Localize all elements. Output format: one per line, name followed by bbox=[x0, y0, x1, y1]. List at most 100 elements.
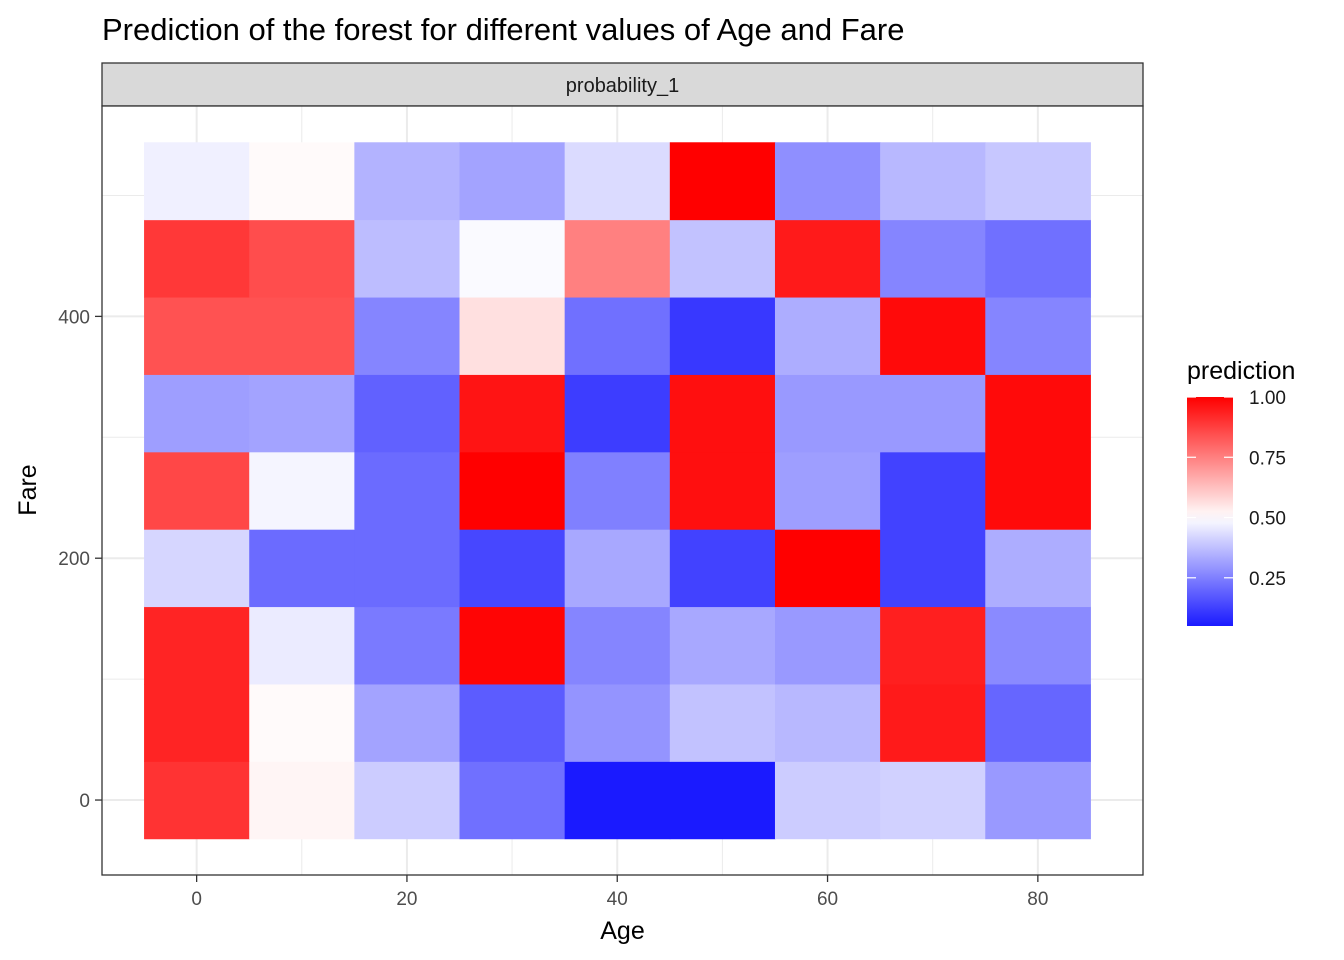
legend-tick-label: 1.00 bbox=[1249, 388, 1286, 409]
heatmap-tile bbox=[459, 142, 566, 221]
heatmap-tile bbox=[985, 606, 1091, 685]
heatmap-tile bbox=[144, 529, 250, 608]
heatmap-tile bbox=[774, 529, 881, 608]
legend-title: prediction bbox=[1187, 357, 1295, 385]
heatmap-tile bbox=[774, 761, 881, 840]
heatmap-tile bbox=[354, 683, 461, 762]
heatmap-tile bbox=[564, 219, 671, 298]
heatmap-tile bbox=[144, 606, 250, 685]
heatmap-tile bbox=[249, 219, 355, 298]
heatmap-tile bbox=[880, 529, 986, 608]
heatmap-tile bbox=[774, 219, 881, 298]
heatmap-tile bbox=[354, 142, 461, 221]
heatmap-tile bbox=[985, 761, 1091, 840]
heatmap-tile bbox=[144, 142, 250, 221]
heatmap-tile bbox=[459, 297, 566, 375]
heatmap-tile bbox=[249, 142, 355, 221]
heatmap-tile bbox=[880, 683, 986, 762]
heatmap-tile bbox=[144, 219, 250, 298]
heatmap-tile bbox=[880, 219, 986, 298]
legend: prediction 1.00 0.75 0.50 0.25 bbox=[1187, 357, 1295, 626]
heatmap-tile bbox=[354, 374, 461, 453]
heatmap-tile bbox=[564, 761, 671, 840]
heatmap-tile bbox=[249, 374, 355, 453]
heatmap-tile bbox=[459, 761, 566, 840]
heatmap-tile bbox=[880, 374, 986, 453]
legend-ticks: 1.00 0.75 0.50 0.25 bbox=[1187, 388, 1286, 590]
heatmap-tile bbox=[880, 606, 986, 685]
heatmap-tile bbox=[144, 451, 250, 530]
heatmap-tile bbox=[985, 374, 1091, 453]
legend-tick-label: 0.50 bbox=[1249, 509, 1286, 530]
heatmap-tile bbox=[774, 606, 881, 685]
heatmap-tile bbox=[669, 683, 776, 762]
x-tick-label: 20 bbox=[396, 889, 417, 910]
x-tick-label: 80 bbox=[1027, 889, 1048, 910]
heatmap-tile bbox=[669, 451, 776, 530]
heatmap-tile bbox=[669, 529, 776, 608]
x-tick-label: 0 bbox=[191, 889, 202, 910]
plot-panel-border bbox=[101, 105, 1144, 876]
heatmap-tile bbox=[144, 683, 250, 762]
heatmap-tile bbox=[459, 606, 566, 685]
x-tick-label: 40 bbox=[607, 889, 628, 910]
heatmap-tile bbox=[774, 142, 881, 221]
heatmap-tile bbox=[564, 142, 671, 221]
heatmap-tile bbox=[880, 297, 986, 375]
heatmap-tile bbox=[249, 683, 355, 762]
heatmap-tile bbox=[774, 374, 881, 453]
heatmap-tile bbox=[459, 683, 566, 762]
heatmap-tile bbox=[669, 606, 776, 685]
heatmap-tile bbox=[669, 219, 776, 298]
y-axis: 0 200 400 bbox=[58, 307, 102, 812]
y-tick-label: 200 bbox=[58, 549, 90, 570]
heatmap-tile bbox=[985, 529, 1091, 608]
legend-colorbar bbox=[1187, 397, 1233, 626]
x-axis-title: Age bbox=[600, 917, 644, 945]
heatmap-tile bbox=[459, 529, 566, 608]
heatmap-tile bbox=[249, 761, 355, 840]
facet-label: probability_1 bbox=[566, 75, 679, 97]
facet-strip bbox=[101, 62, 1144, 107]
heatmap-tile bbox=[669, 761, 776, 840]
heatmap-tile bbox=[774, 451, 881, 530]
heatmap-tile bbox=[354, 606, 461, 685]
heatmap-tile bbox=[354, 761, 461, 840]
chart-title: Prediction of the forest for different v… bbox=[102, 12, 904, 47]
legend-tick-label: 0.25 bbox=[1249, 569, 1286, 590]
heatmap-tile bbox=[985, 297, 1091, 375]
heatmap-tile bbox=[669, 374, 776, 453]
heatmap-tile bbox=[459, 374, 566, 453]
heatmap-tile bbox=[669, 297, 776, 375]
x-axis: 0 20 40 60 80 bbox=[191, 875, 1048, 910]
heatmap-tile bbox=[144, 761, 250, 840]
heatmap-tile bbox=[249, 297, 355, 375]
heatmap-tiles bbox=[144, 142, 1091, 840]
heatmap-tile bbox=[774, 683, 881, 762]
heatmap-tile bbox=[880, 761, 986, 840]
heatmap-tile bbox=[564, 451, 671, 530]
legend-tick-label: 0.75 bbox=[1249, 448, 1286, 469]
heatmap-tile bbox=[880, 142, 986, 221]
heatmap-tile bbox=[249, 451, 355, 530]
heatmap-tile bbox=[564, 606, 671, 685]
heatmap-tile bbox=[459, 219, 566, 298]
heatmap-tile bbox=[249, 529, 355, 608]
heatmap-tile bbox=[774, 297, 881, 375]
heatmap-tile bbox=[564, 529, 671, 608]
y-tick-label: 400 bbox=[58, 307, 90, 328]
heatmap-tile bbox=[354, 219, 461, 298]
heatmap-tile bbox=[564, 297, 671, 375]
y-tick-label: 0 bbox=[79, 791, 90, 812]
heatmap-tile bbox=[144, 297, 250, 375]
heatmap-tile bbox=[985, 142, 1091, 221]
heatmap-tile bbox=[354, 529, 461, 608]
heatmap-tile bbox=[564, 374, 671, 453]
heatmap-tile bbox=[985, 451, 1091, 530]
heatmap-tile bbox=[985, 219, 1091, 298]
heatmap-tile bbox=[564, 683, 671, 762]
y-axis-title: Fare bbox=[14, 464, 42, 515]
heatmap-tile bbox=[249, 606, 355, 685]
heatmap-tile bbox=[144, 374, 250, 453]
